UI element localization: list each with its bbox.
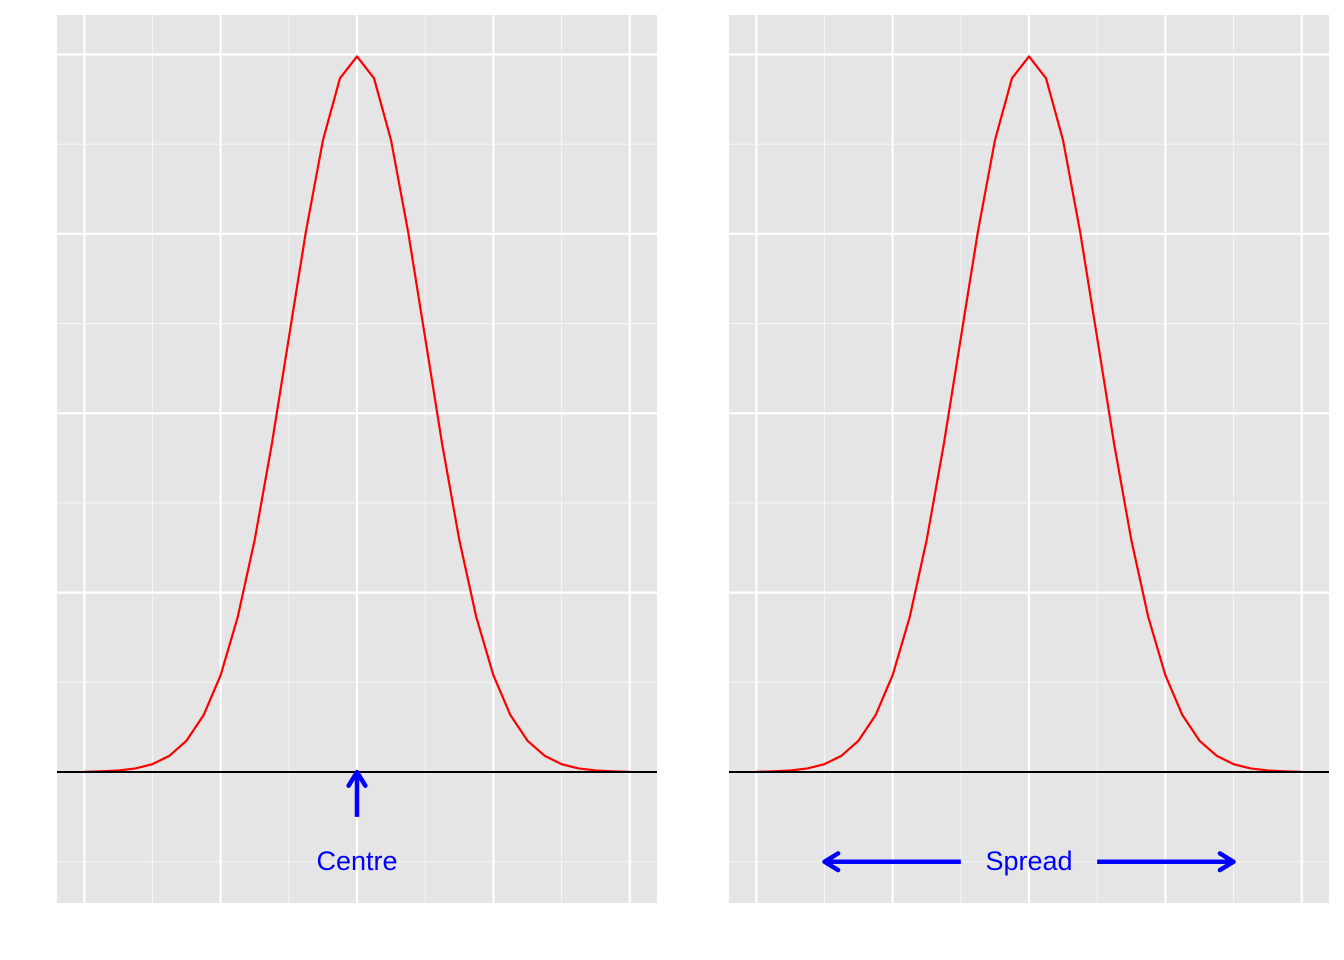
arrow-part	[1217, 851, 1236, 873]
arrow	[822, 851, 961, 873]
density-curve	[756, 55, 1302, 773]
arrow	[1097, 851, 1236, 873]
arrow-part	[346, 769, 368, 788]
arrow-part	[822, 851, 841, 873]
annotation: Spread	[985, 846, 1072, 876]
annotation: Centre	[316, 846, 397, 876]
density-curve	[84, 55, 630, 773]
arrow	[346, 769, 368, 817]
